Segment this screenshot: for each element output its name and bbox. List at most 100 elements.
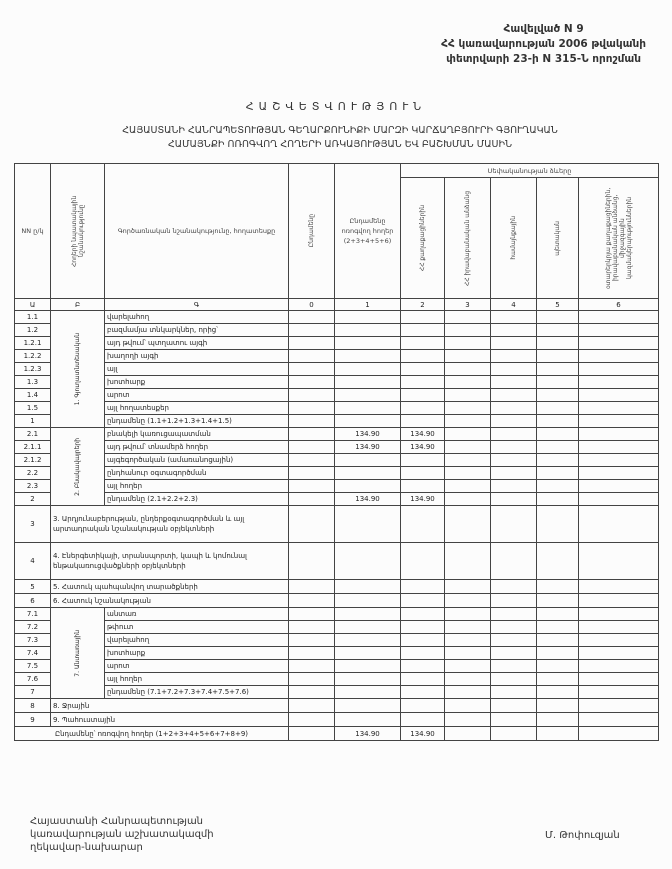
empty-cell xyxy=(490,323,537,337)
empty-cell xyxy=(334,633,401,647)
empty-cell xyxy=(577,659,660,673)
column-number: 3 xyxy=(444,298,491,311)
row-label: այլ հողեր xyxy=(104,479,289,493)
table-row: 2.1.1 այդ թվում՝ տնամերձ հողեր 134.90 134.9… xyxy=(14,440,660,454)
empty-cell xyxy=(536,375,579,389)
category-label-text: 1. Գյուղատնտեսական xyxy=(74,332,81,406)
row-number: 7 xyxy=(14,685,51,699)
row-number: 1.2.1 xyxy=(14,336,51,350)
empty-cell xyxy=(536,323,579,337)
row-number: 2.1.1 xyxy=(14,440,51,454)
row-label: ընդամենը (2.1+2.2+2.3) xyxy=(104,492,289,506)
empty-cell xyxy=(536,620,579,634)
total-value xyxy=(288,349,335,363)
category-label: 7. Անտառային xyxy=(50,607,105,699)
empty-cell xyxy=(400,672,445,686)
empty-cell xyxy=(577,505,660,543)
table-row: 7.6 այլ հողեր xyxy=(14,672,660,686)
empty-cell xyxy=(490,336,537,350)
empty-cell xyxy=(490,427,537,441)
empty-cell xyxy=(444,593,491,608)
empty-cell xyxy=(490,646,537,660)
category-label-text: 2. Բնակավայրերի xyxy=(74,437,81,496)
empty-cell xyxy=(490,401,537,415)
empty-cell xyxy=(490,453,537,467)
empty-cell xyxy=(536,646,579,660)
total-value xyxy=(288,453,335,467)
empty-cell xyxy=(577,607,660,621)
row-number: 1.5 xyxy=(14,401,51,415)
row-number: 1.1 xyxy=(14,310,51,324)
empty-cell xyxy=(536,726,579,741)
citizens-value xyxy=(400,336,445,350)
irrigated-value xyxy=(334,453,401,467)
row-label: ընդհանուր օգտագործման xyxy=(104,466,289,480)
row-label: 9. Պահուստային xyxy=(50,712,289,727)
empty-cell xyxy=(536,440,579,454)
empty-cell xyxy=(536,593,579,608)
signer-title-line: ղեկավար-նախարար xyxy=(30,842,143,853)
row-number: 7.1 xyxy=(14,607,51,621)
empty-cell xyxy=(288,607,335,621)
citizens-value: 134.90 xyxy=(400,440,445,454)
citizens-value: 134.90 xyxy=(400,427,445,441)
citizens-value: 134.90 xyxy=(400,492,445,506)
irrigated-value xyxy=(334,323,401,337)
row-label: այդ թվում՝ տնամերձ հողեր xyxy=(104,440,289,454)
citizens-value xyxy=(400,453,445,467)
total-value xyxy=(288,336,335,350)
empty-cell xyxy=(536,310,579,324)
empty-cell xyxy=(444,712,491,727)
irrigated-value xyxy=(334,362,401,376)
empty-cell xyxy=(536,336,579,350)
empty-cell xyxy=(577,579,660,594)
table-row: 2.1 2. Բնակավայրերի բնակելի կառուցապատման 1… xyxy=(14,427,660,506)
row-number: 4 xyxy=(14,542,51,580)
row-label: 4. Էներգետիկայի, տրանսպորտի, կապի և կոմո… xyxy=(50,542,289,580)
empty-cell xyxy=(444,466,491,480)
row-number: 7.2 xyxy=(14,620,51,634)
empty-cell xyxy=(444,633,491,647)
total-value xyxy=(288,375,335,389)
empty-cell xyxy=(288,672,335,686)
total-value xyxy=(288,310,335,324)
empty-cell xyxy=(400,633,445,647)
row-number: 2.2 xyxy=(14,466,51,480)
total-value xyxy=(288,427,335,441)
empty-cell xyxy=(490,362,537,376)
empty-cell xyxy=(536,362,579,376)
table-row: 4 4. Էներգետիկայի, տրանսպորտի, կապի և կոմ… xyxy=(14,542,660,580)
empty-cell xyxy=(400,659,445,673)
row-number: 1.4 xyxy=(14,388,51,402)
land-report-table: NN ը/կ Հողերի նպատակային նշանակությունը … xyxy=(14,163,660,741)
row-number: 1.2 xyxy=(14,323,51,337)
empty-cell xyxy=(334,659,401,673)
empty-cell xyxy=(536,427,579,441)
header-total: Ընդամենը xyxy=(288,163,335,299)
empty-cell xyxy=(577,620,660,634)
row-number: 7.5 xyxy=(14,659,51,673)
header-c5: պետական xyxy=(536,177,579,299)
empty-cell xyxy=(288,633,335,647)
category-label: 2. Բնակավայրերի xyxy=(50,427,105,506)
empty-cell xyxy=(577,362,660,376)
table-row: 1.4 արոտ xyxy=(14,388,660,402)
empty-cell xyxy=(577,453,660,467)
category-label: 1. Գյուղատնտեսական xyxy=(50,310,105,428)
subtitle-line: ՀԱՄԱՅՆՔԻ ՈՌՈԳՎՈՂ ՀՈՂԵՐԻ ԱՌԿԱՅՈՒԹՅԱՆ ԵՎ Բ… xyxy=(168,139,512,150)
row-label: խաղողի այգի xyxy=(104,349,289,363)
irrigated-value xyxy=(334,349,401,363)
row-label: այդ թվում՝ պտղատու այգի xyxy=(104,336,289,350)
empty-cell xyxy=(400,505,445,543)
empty-cell xyxy=(444,672,491,686)
header-c6: օտարերկրյա քաղաքացիներին, իրավաբանական ա… xyxy=(577,177,660,299)
empty-cell xyxy=(577,388,660,402)
signer-title-line: Հայաստանի Հանրապետության xyxy=(30,816,204,827)
empty-cell xyxy=(577,479,660,493)
empty-cell xyxy=(444,323,491,337)
citizens-value xyxy=(400,323,445,337)
empty-cell xyxy=(400,646,445,660)
table-row: 7.3 վարելահող xyxy=(14,633,660,647)
table-row: 7 ընդամենը (7.1+7.2+7.3+7.4+7.5+7.6) xyxy=(14,685,660,699)
grand-total-row: Ընդամենը՝ ոռոգվող հողեր (1+2+3+4+5+6+7+8… xyxy=(14,726,660,741)
